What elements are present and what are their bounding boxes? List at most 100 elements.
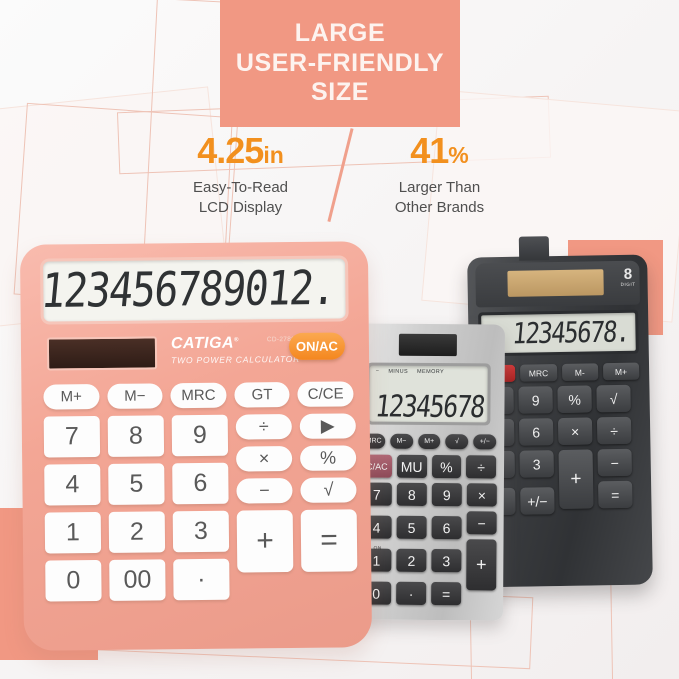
pink-key-minus[interactable]: −	[236, 477, 293, 504]
stat-value-size: 4.25in	[158, 133, 323, 169]
silver-keypad: MRC M− M+ √ +/− ON C/AC MU % ÷ 7 8 9	[361, 433, 497, 611]
pink-key-percent[interactable]: %	[300, 445, 357, 471]
stat-display-size: 4.25in Easy-To-Read LCD Display	[158, 133, 323, 218]
silver-key-8[interactable]: 8	[396, 482, 427, 506]
pink-operator-row-4: + =	[236, 509, 358, 573]
silver-key-sqrt[interactable]: √	[445, 434, 469, 450]
silver-key-m-plus[interactable]: M+	[417, 433, 441, 450]
dark-key-plus[interactable]: +	[558, 449, 594, 510]
dark-digit-badge-number: 8	[623, 265, 633, 283]
header-banner: LARGE USER-FRIENDLY SIZE	[220, 0, 460, 127]
stat-value-percent: 41%	[357, 133, 522, 169]
silver-key-percent[interactable]: %	[431, 455, 462, 479]
pink-operator-row-2: × %	[236, 445, 357, 472]
calculator-pink: 123456789012. CATIGA® TWO POWER CALCULAT…	[19, 241, 373, 651]
pink-tagline: TWO POWER CALCULATOR	[171, 353, 301, 366]
silver-solar-panel	[398, 333, 457, 357]
silver-key-5[interactable]: 5	[396, 515, 427, 539]
silver-key-plus[interactable]: +	[466, 539, 497, 591]
silver-key-equals[interactable]: =	[431, 582, 462, 606]
pink-key-m-plus[interactable]: M+	[43, 384, 100, 410]
pink-key-gt[interactable]: GT	[234, 382, 290, 408]
pink-keypad: M+ M− MRC GT C/CE 7 8 9 4 5 6	[43, 381, 358, 624]
dark-lower-keys: 2 3 · +/− + − =	[480, 448, 642, 521]
stat-unit-percent: %	[448, 142, 469, 168]
dark-key-sign[interactable]: +/−	[520, 487, 555, 515]
pink-operator-block: ÷ ▶ × % − √ + =	[235, 413, 358, 599]
silver-key-9[interactable]: 9	[431, 483, 462, 507]
pink-brand-text: CATIGA	[170, 334, 235, 353]
pink-key-double-zero[interactable]: 00	[109, 559, 166, 601]
pink-key-4[interactable]: 4	[44, 464, 101, 506]
dark-key-percent[interactable]: %	[557, 385, 592, 414]
pink-main-grid: 7 8 9 4 5 6 1 2 3 0	[43, 413, 358, 602]
dark-key-6[interactable]: 6	[518, 418, 554, 446]
pink-key-1[interactable]: 1	[44, 512, 102, 554]
pink-key-c-ce[interactable]: C/CE	[297, 381, 354, 407]
pink-operator-row-1: ÷ ▶	[235, 413, 356, 440]
pink-key-multiply[interactable]: ×	[236, 445, 293, 472]
pink-key-sqrt[interactable]: √	[300, 477, 357, 503]
pink-key-9[interactable]: 9	[171, 414, 229, 457]
dark-key-sqrt[interactable]: √	[596, 384, 631, 413]
pink-key-6[interactable]: 6	[172, 462, 229, 505]
silver-display-bezel: − MINUS MEMORY 12345678	[366, 362, 491, 426]
pink-number-row-3: 1 2 3	[44, 510, 230, 554]
stat-caption-percent: Larger Than Other Brands	[357, 178, 522, 218]
silver-indicator-memory: MEMORY	[417, 368, 445, 376]
dark-key-minus[interactable]: −	[597, 448, 632, 477]
silver-key-decimal[interactable]: ·	[396, 581, 427, 605]
dark-key-m-minus[interactable]: M-	[561, 363, 599, 381]
stat-unit-size: in	[263, 142, 284, 168]
pink-key-forward[interactable]: ▶	[299, 413, 356, 439]
dark-key-mrc[interactable]: MRC	[520, 364, 557, 382]
dark-key-multiply[interactable]: ×	[557, 417, 593, 446]
silver-key-minus[interactable]: −	[466, 511, 497, 535]
silver-operator-column: × − +	[466, 483, 497, 610]
pink-key-5[interactable]: 5	[108, 463, 165, 505]
pink-key-3[interactable]: 3	[172, 510, 230, 553]
silver-key-multiply[interactable]: ×	[466, 483, 497, 507]
calculator-silver: − MINUS MEMORY 12345678 MRC M− M+ √ +/− …	[350, 323, 506, 621]
pink-key-0[interactable]: 0	[45, 559, 102, 602]
pink-key-7[interactable]: 7	[43, 416, 101, 458]
dark-key-equals[interactable]: =	[598, 480, 633, 509]
silver-key-sign[interactable]: +/−	[473, 434, 497, 450]
pink-function-row: M+ M− MRC GT C/CE	[43, 381, 354, 410]
silver-indicator-minus-label: MINUS	[388, 368, 409, 375]
silver-indicator-minus-symbol: −	[375, 368, 380, 375]
silver-key-divide[interactable]: ÷	[466, 455, 497, 479]
dark-key-3[interactable]: 3	[519, 450, 554, 478]
pink-lcd-display: 123456789012.	[39, 258, 346, 322]
silver-key-mu[interactable]: MU	[396, 454, 427, 478]
pink-power-button[interactable]: ON/AC	[288, 332, 346, 361]
dark-key-divide[interactable]: ÷	[596, 416, 632, 445]
pink-key-mrc[interactable]: MRC	[170, 382, 227, 409]
pink-key-decimal[interactable]: ·	[173, 558, 230, 601]
stat-caption-percent-line2: Other Brands	[394, 198, 485, 216]
pink-key-divide[interactable]: ÷	[235, 413, 292, 440]
pink-key-plus[interactable]: +	[236, 509, 294, 573]
silver-key-3[interactable]: 3	[431, 549, 462, 573]
pink-solar-panel	[46, 336, 158, 371]
silver-number-row-2: 4 5 6	[361, 515, 462, 540]
stat-caption-percent-line1: Larger Than	[398, 179, 481, 196]
pink-key-equals[interactable]: =	[300, 509, 358, 572]
dark-stand-hinge	[518, 236, 550, 261]
stat-number-size: 4.25	[197, 130, 264, 171]
pink-key-8[interactable]: 8	[107, 415, 165, 457]
dark-key-9[interactable]: 9	[518, 386, 553, 414]
banner-line-1: LARGE	[294, 19, 386, 48]
pink-lcd-value: 123456789012.	[39, 261, 338, 319]
silver-key-2[interactable]: 2	[396, 548, 427, 572]
pink-number-row-2: 4 5 6	[44, 462, 229, 506]
pink-number-row-1: 7 8 9	[43, 414, 229, 458]
silver-key-m-minus[interactable]: M−	[389, 433, 413, 449]
silver-on-label: ON	[373, 545, 382, 552]
pink-key-m-minus[interactable]: M−	[106, 383, 163, 409]
pink-key-2[interactable]: 2	[108, 511, 166, 553]
dark-key-m-plus[interactable]: M+	[602, 362, 640, 381]
banner-line-3: SIZE	[311, 78, 369, 107]
silver-key-6[interactable]: 6	[431, 516, 462, 540]
